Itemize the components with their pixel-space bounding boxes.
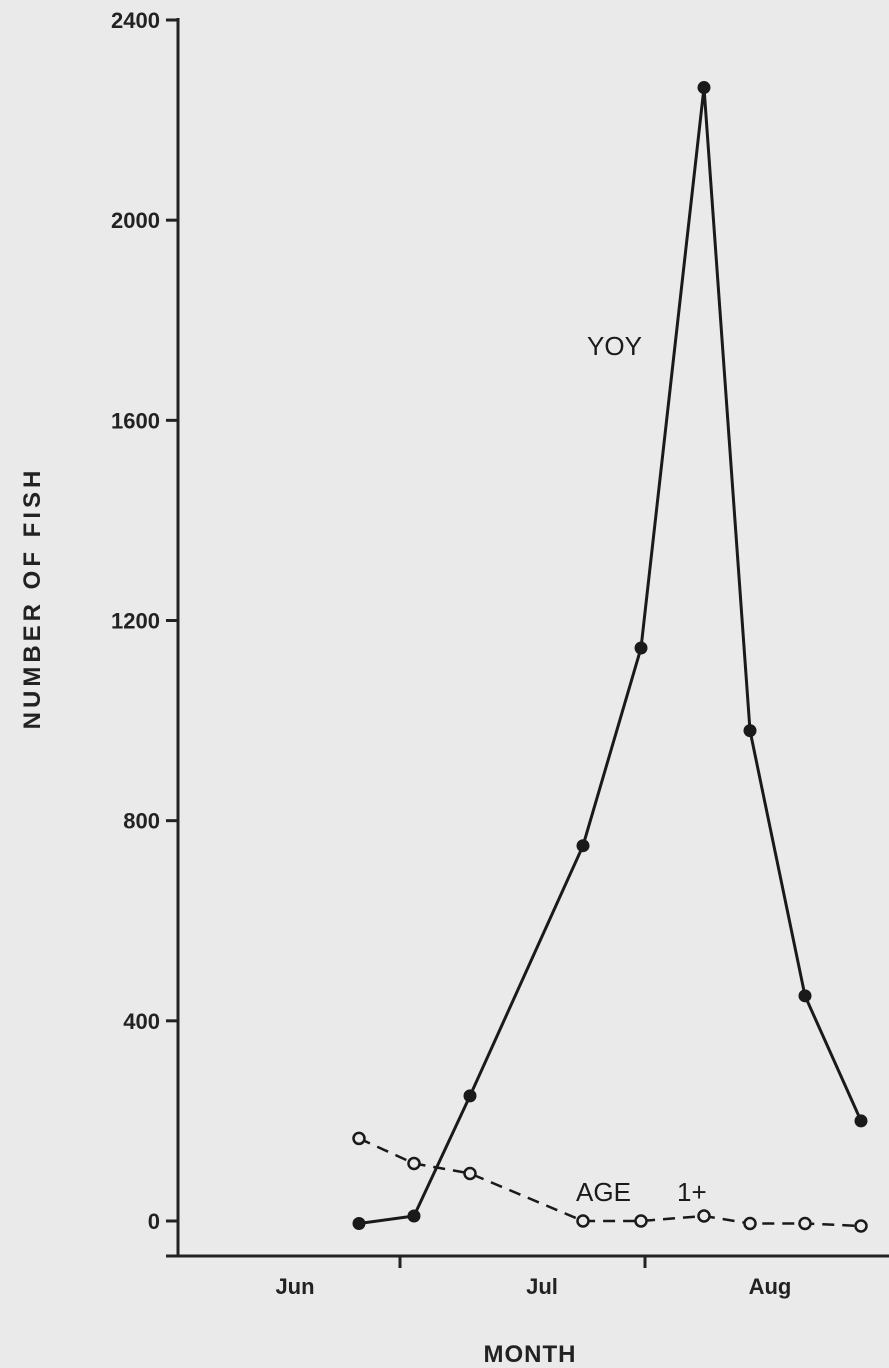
data-point-age-1plus	[352, 1131, 366, 1146]
data-point-yoy	[854, 1114, 868, 1128]
data-point-age-1plus	[463, 1166, 477, 1181]
data-point-age-1plus	[576, 1214, 590, 1228]
x-tick-label: Jun	[275, 1274, 314, 1299]
data-point-yoy	[576, 839, 590, 853]
y-tick-label: 800	[123, 809, 160, 834]
data-point-yoy	[407, 1209, 421, 1223]
x-axis-ticks: Jun Jul Aug	[275, 1256, 791, 1299]
x-tick-label: Jul	[526, 1274, 558, 1299]
data-point-yoy	[697, 81, 711, 95]
x-axis-title: MONTH	[484, 1341, 577, 1368]
series-line-age-1plus	[358, 1137, 862, 1228]
data-point-age-1plus	[798, 1216, 812, 1231]
y-tick-label: 1200	[111, 609, 160, 634]
series-line-yoy	[358, 87, 863, 1225]
data-point-age-1plus	[697, 1209, 711, 1223]
y-tick-label: 1600	[111, 408, 160, 433]
series-label-age: AGE	[576, 1177, 631, 1207]
data-point-yoy	[463, 1089, 477, 1103]
series-label-age-suffix: 1+	[677, 1177, 707, 1207]
data-point-yoy	[798, 989, 812, 1003]
data-point-yoy	[743, 724, 757, 738]
y-axis-ticks: 0 400 800 1200 1600 2000 2400	[111, 8, 178, 1234]
series-group	[352, 81, 868, 1233]
y-axis-title: NUMBER OF FISH	[19, 467, 46, 730]
data-point-yoy	[352, 1217, 366, 1231]
data-point-age-1plus	[854, 1219, 868, 1233]
y-tick-label: 400	[123, 1009, 160, 1034]
data-point-age-1plus	[407, 1156, 421, 1171]
data-point-yoy	[634, 641, 648, 655]
x-tick-label: Aug	[749, 1274, 792, 1299]
y-tick-label: 2000	[111, 208, 160, 233]
data-point-age-1plus	[743, 1216, 757, 1231]
y-tick-label: 2400	[111, 8, 160, 33]
series-label-yoy: YOY	[587, 331, 642, 361]
y-tick-label: 0	[148, 1209, 160, 1234]
data-point-age-1plus	[634, 1214, 648, 1228]
